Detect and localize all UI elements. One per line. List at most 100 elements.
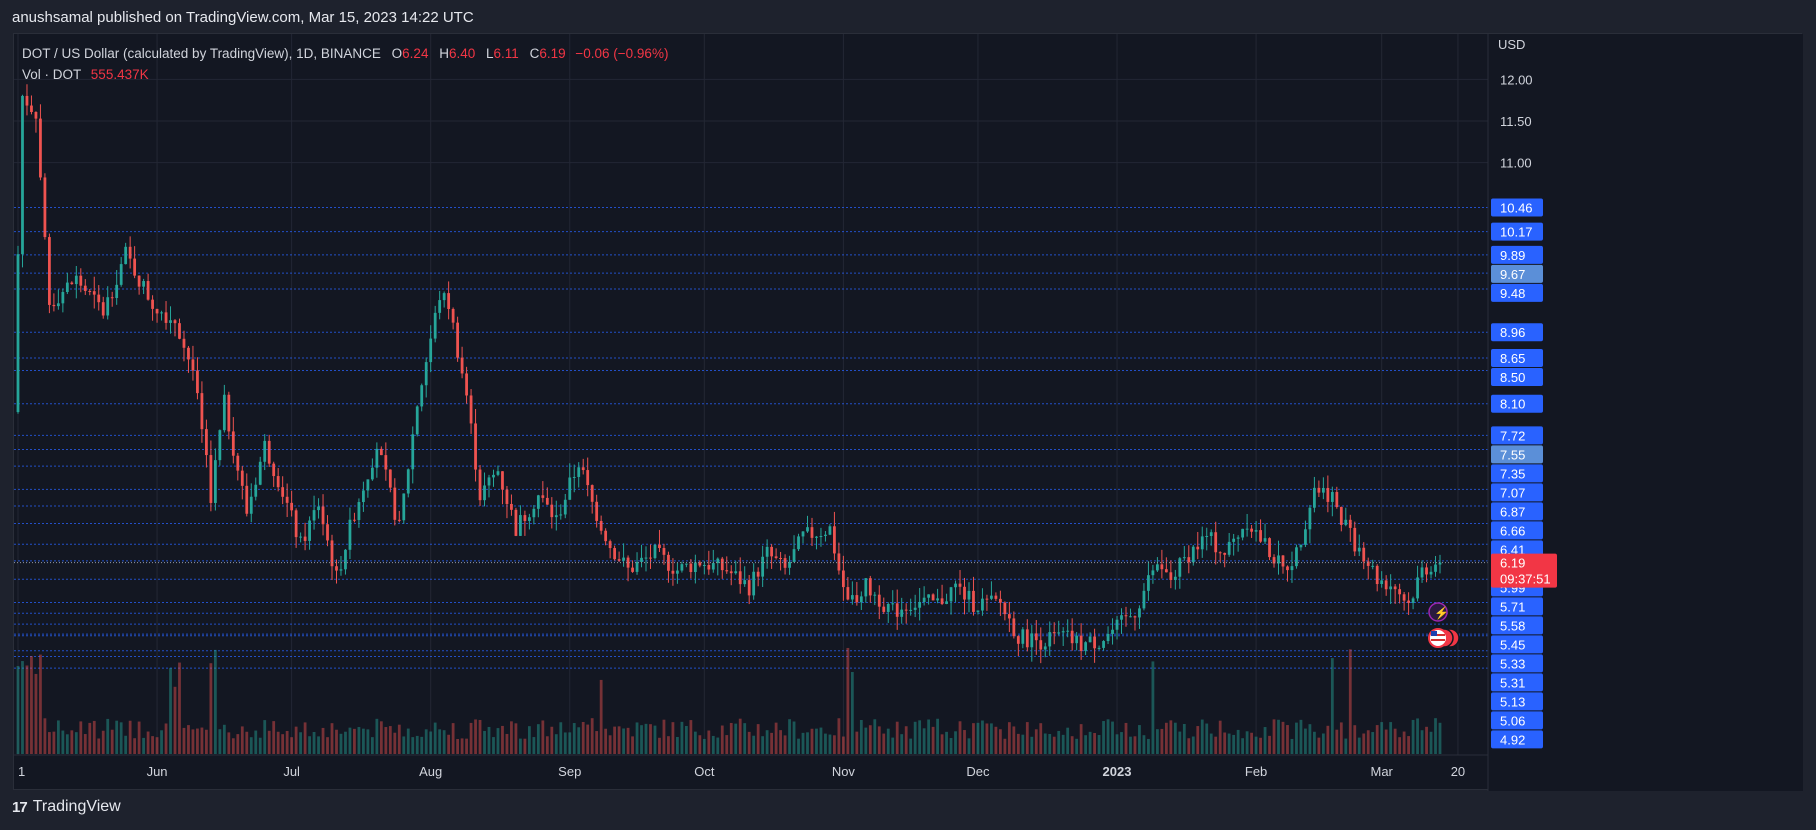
- us-flag-stripe: [1431, 634, 1445, 636]
- candle-body: [586, 470, 590, 486]
- level-tag[interactable]: [1491, 394, 1543, 413]
- level-tag[interactable]: [1491, 692, 1543, 711]
- candle-body: [770, 546, 774, 557]
- level-tag[interactable]: [1491, 283, 1543, 302]
- candle-body: [671, 570, 675, 574]
- symbol-title[interactable]: DOT / US Dollar (calculated by TradingVi…: [22, 46, 381, 61]
- level-tag[interactable]: [1491, 673, 1543, 692]
- level-tag[interactable]: [1491, 222, 1543, 241]
- level-tag[interactable]: [1491, 349, 1543, 367]
- candle-body: [1250, 528, 1253, 532]
- level-tag[interactable]: [1491, 635, 1543, 654]
- level-tag-label: 7.07: [1500, 485, 1525, 500]
- volume-bar: [1021, 734, 1025, 754]
- candle-body: [662, 548, 666, 555]
- level-tag[interactable]: [1491, 323, 1543, 342]
- candle-body: [290, 502, 294, 511]
- candle-body: [536, 495, 540, 509]
- candle-body: [1097, 647, 1101, 649]
- candle-body: [1138, 608, 1141, 618]
- level-tag[interactable]: [1491, 264, 1543, 283]
- level-tag[interactable]: [1491, 730, 1543, 749]
- volume-bar: [1160, 728, 1164, 754]
- volume-bar: [586, 724, 590, 754]
- level-tag[interactable]: [1491, 502, 1543, 521]
- level-tag-label: 8.10: [1500, 397, 1525, 412]
- volume-bar: [788, 719, 791, 754]
- volume-bar: [74, 732, 78, 754]
- current-price-tag[interactable]: [1491, 553, 1557, 588]
- volume-bar: [994, 726, 998, 754]
- candle-body: [164, 312, 168, 323]
- candle-body: [981, 598, 984, 611]
- candle-body: [1196, 546, 1200, 550]
- volume-bar: [30, 656, 33, 754]
- candle-body: [406, 469, 410, 494]
- volume-bar: [281, 734, 285, 754]
- candlestick-chart[interactable]: USD 12.00 11.50 11.00 10.46 10.17 9.89 9.67 9.4…: [14, 34, 1803, 791]
- volume-bar: [65, 734, 69, 754]
- candle-body: [859, 596, 863, 603]
- level-tag[interactable]: [1491, 368, 1543, 386]
- candle-body: [258, 461, 262, 485]
- candle-body: [693, 562, 697, 573]
- candle-body: [1344, 519, 1348, 525]
- candle-body: [1277, 555, 1280, 564]
- level-tag[interactable]: [1491, 245, 1543, 264]
- candle-body: [967, 590, 971, 600]
- volume-bar: [837, 718, 841, 754]
- candle-body: [222, 394, 226, 431]
- candle-body: [308, 520, 311, 541]
- candle-body: [541, 495, 545, 498]
- candle-body: [151, 299, 154, 309]
- volume-bar: [456, 738, 459, 754]
- candle-body: [752, 571, 756, 596]
- candle-body: [1151, 570, 1155, 576]
- candle-body: [568, 477, 572, 500]
- volume-bar: [1344, 738, 1348, 754]
- volume-bar: [61, 730, 65, 754]
- level-tag[interactable]: [1491, 711, 1543, 730]
- candle-body: [886, 603, 890, 612]
- level-tag[interactable]: [1491, 483, 1543, 502]
- lightning-icon[interactable]: [1428, 602, 1448, 622]
- candle-body: [711, 563, 715, 570]
- volume-bar: [308, 736, 311, 754]
- volume-bar: [299, 732, 302, 754]
- volume-bar: [734, 723, 738, 754]
- level-tag[interactable]: [1491, 426, 1543, 445]
- volume-bar: [52, 731, 56, 754]
- level-tag[interactable]: [1491, 654, 1543, 673]
- volume-bar: [43, 718, 47, 754]
- volume-bar: [1375, 725, 1379, 754]
- candle-body: [393, 487, 397, 520]
- candle-body: [913, 607, 917, 610]
- open-value: 6.24: [402, 46, 429, 61]
- level-tag[interactable]: [1491, 597, 1543, 616]
- chart-pane[interactable]: USD 12.00 11.50 11.00 10.46 10.17 9.89 9.67 9.4…: [13, 33, 1803, 791]
- volume-bar: [1411, 719, 1415, 754]
- candle-body: [873, 594, 877, 596]
- time-axis-label: Sep: [558, 764, 581, 779]
- level-tag[interactable]: [1491, 616, 1543, 635]
- volume-bar: [1066, 727, 1070, 754]
- candle-body: [510, 503, 513, 510]
- level-tag[interactable]: [1491, 198, 1543, 217]
- volume-bar: [711, 735, 715, 754]
- volume-bar: [667, 736, 670, 754]
- volume-bar: [285, 730, 289, 754]
- level-tag[interactable]: [1491, 445, 1543, 464]
- volume-bar: [447, 734, 451, 754]
- candle-body: [1025, 629, 1029, 648]
- volume-bar: [267, 730, 271, 754]
- tradingview-logo[interactable]: 17 TradingView: [12, 798, 121, 816]
- candle-body: [1021, 629, 1025, 644]
- volume-label[interactable]: Vol · DOT: [22, 67, 82, 82]
- candle-body: [815, 536, 818, 538]
- candle-body: [1339, 507, 1343, 525]
- candle-body: [707, 564, 711, 570]
- level-tag[interactable]: [1491, 521, 1543, 540]
- level-tag[interactable]: [1491, 464, 1543, 483]
- volume-bar: [693, 731, 697, 754]
- time-axis-label: Aug: [419, 764, 442, 779]
